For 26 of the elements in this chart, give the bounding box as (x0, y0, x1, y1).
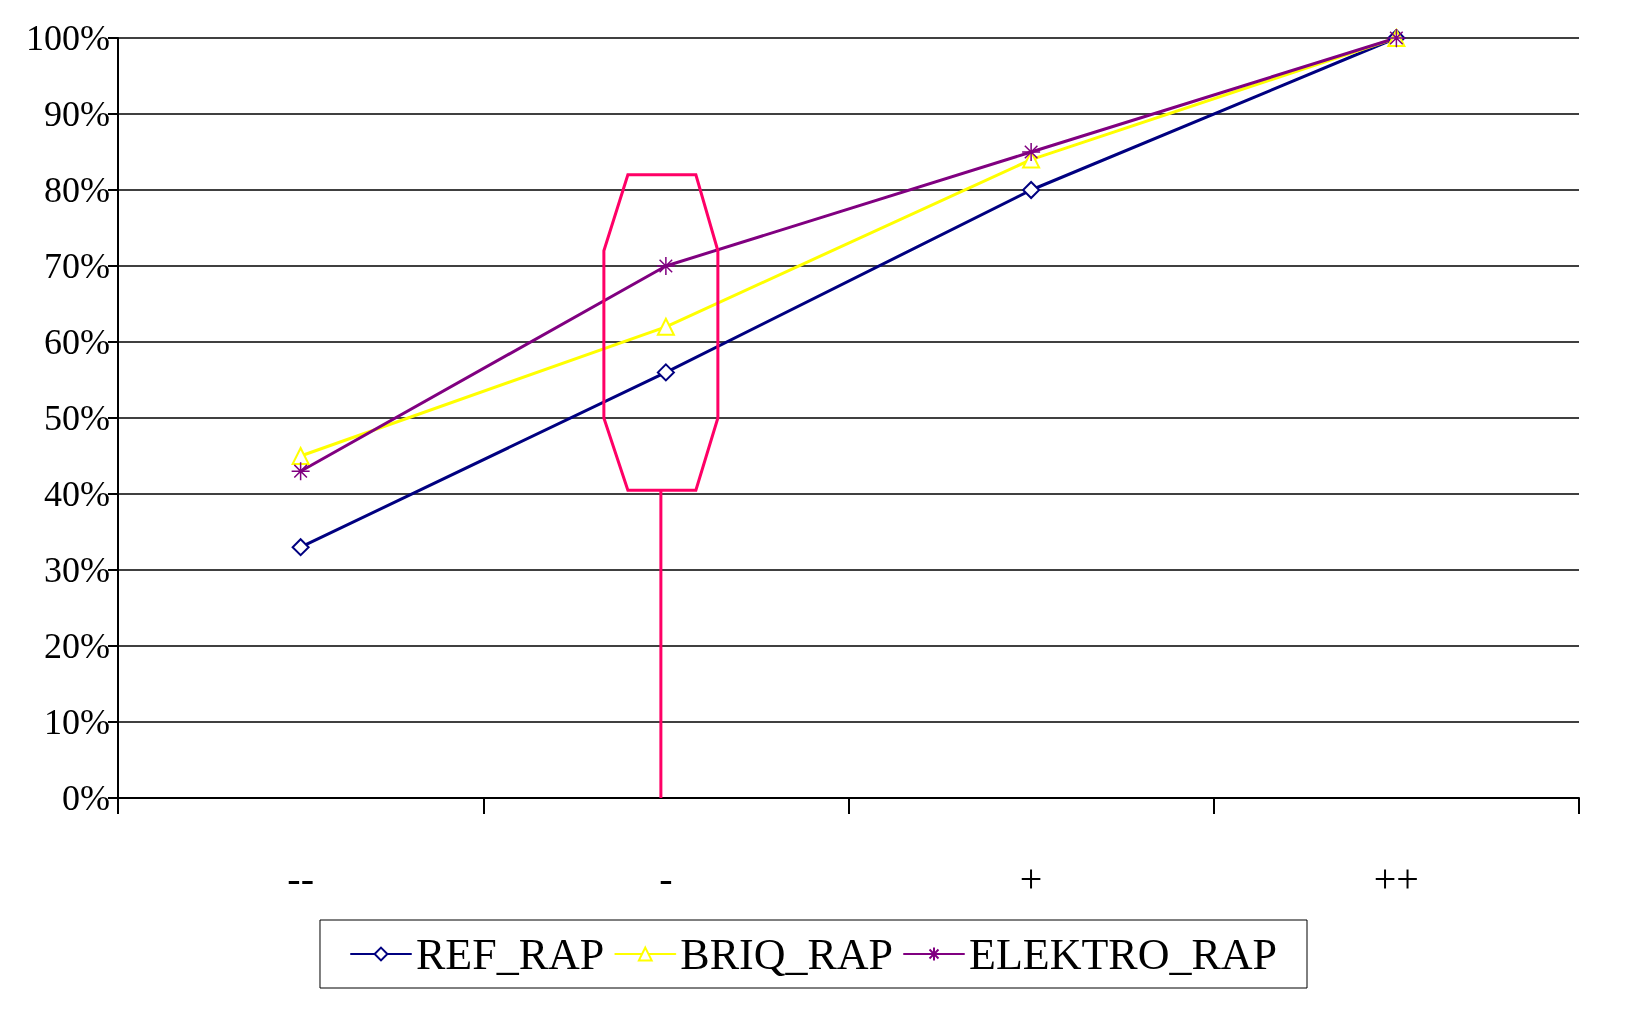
x-tick-label: + (1019, 855, 1043, 901)
x-tick-label: - (659, 855, 673, 901)
y-tick-label: 30% (44, 550, 110, 590)
y-tick-label: 80% (44, 170, 110, 210)
point (291, 538, 310, 557)
y-tick-label: 100% (26, 18, 110, 58)
point (291, 447, 310, 465)
y-tick-label: 10% (44, 702, 110, 742)
y-tick-label: 60% (44, 322, 110, 362)
point (656, 317, 675, 336)
legend-label: REF_RAP (416, 929, 605, 979)
legend-label: BRIQ_RAP (680, 929, 893, 979)
point (290, 461, 311, 481)
y-tick-label: 0% (62, 778, 110, 818)
y-tick-label: 50% (44, 398, 110, 438)
y-tick-label: 70% (44, 246, 110, 286)
point (1021, 142, 1041, 162)
y-tick-label: 90% (44, 94, 110, 134)
point (656, 256, 676, 276)
point (656, 363, 675, 382)
y-tick-label: 40% (44, 474, 110, 514)
x-tick-label: ++ (1373, 855, 1419, 901)
legend-label: ELEKTRO_RAP (969, 929, 1277, 979)
point (1022, 181, 1041, 199)
x-tick-label: -- (287, 855, 314, 901)
y-tick-label: 20% (44, 626, 110, 666)
